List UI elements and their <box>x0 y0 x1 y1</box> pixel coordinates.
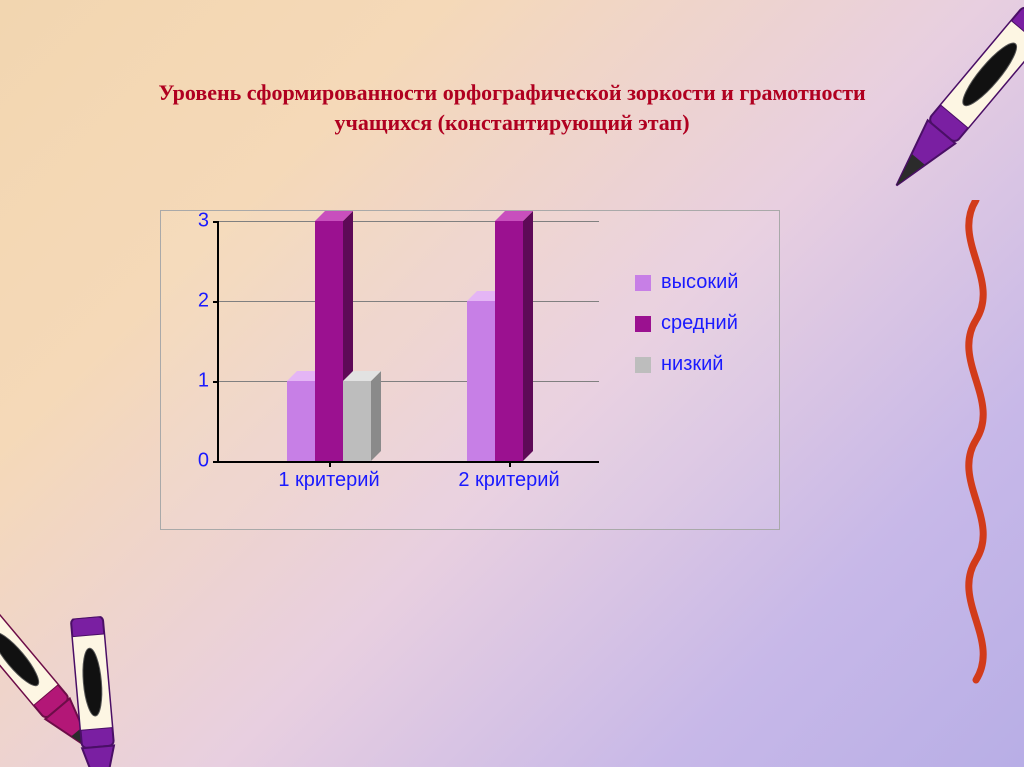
title-line-2: учащихся (константирующий этап) <box>334 110 689 135</box>
gridline <box>219 301 599 302</box>
legend-label: низкий <box>661 353 723 376</box>
crayon-decor-bottom-2 <box>62 615 128 767</box>
legend-item-low: низкий <box>635 353 765 376</box>
slide-title: Уровень сформированности орфографической… <box>0 78 1024 137</box>
title-line-1: Уровень сформированности орфографической… <box>158 80 865 105</box>
bar-mid <box>315 221 343 461</box>
bar-high <box>467 301 495 461</box>
plot-area: 01231 критерий2 критерий <box>217 221 599 463</box>
gridline <box>219 221 599 222</box>
legend-label: средний <box>661 312 738 335</box>
y-tick-label: 0 <box>198 450 219 473</box>
bar-mid <box>495 221 523 461</box>
y-tick-label: 2 <box>198 290 219 313</box>
bar-high <box>287 381 315 461</box>
legend-item-high: высокий <box>635 271 765 294</box>
y-tick-label: 1 <box>198 370 219 393</box>
legend-swatch <box>635 357 651 373</box>
x-tick-label: 2 критерий <box>458 461 559 492</box>
legend-swatch <box>635 275 651 291</box>
slide: Уровень сформированности орфографической… <box>0 0 1024 767</box>
bar-low <box>343 381 371 461</box>
legend-item-mid: средний <box>635 312 765 335</box>
gridline <box>219 381 599 382</box>
legend: высокий средний низкий <box>635 253 765 394</box>
chart-container: 01231 критерий2 критерий высокийсреднийн… <box>160 210 780 530</box>
squiggle-decor <box>946 200 1006 700</box>
x-tick-label: 1 критерий <box>278 461 379 492</box>
legend-swatch <box>635 316 651 332</box>
y-tick-label: 3 <box>198 210 219 233</box>
legend-label: высокий <box>661 271 738 294</box>
